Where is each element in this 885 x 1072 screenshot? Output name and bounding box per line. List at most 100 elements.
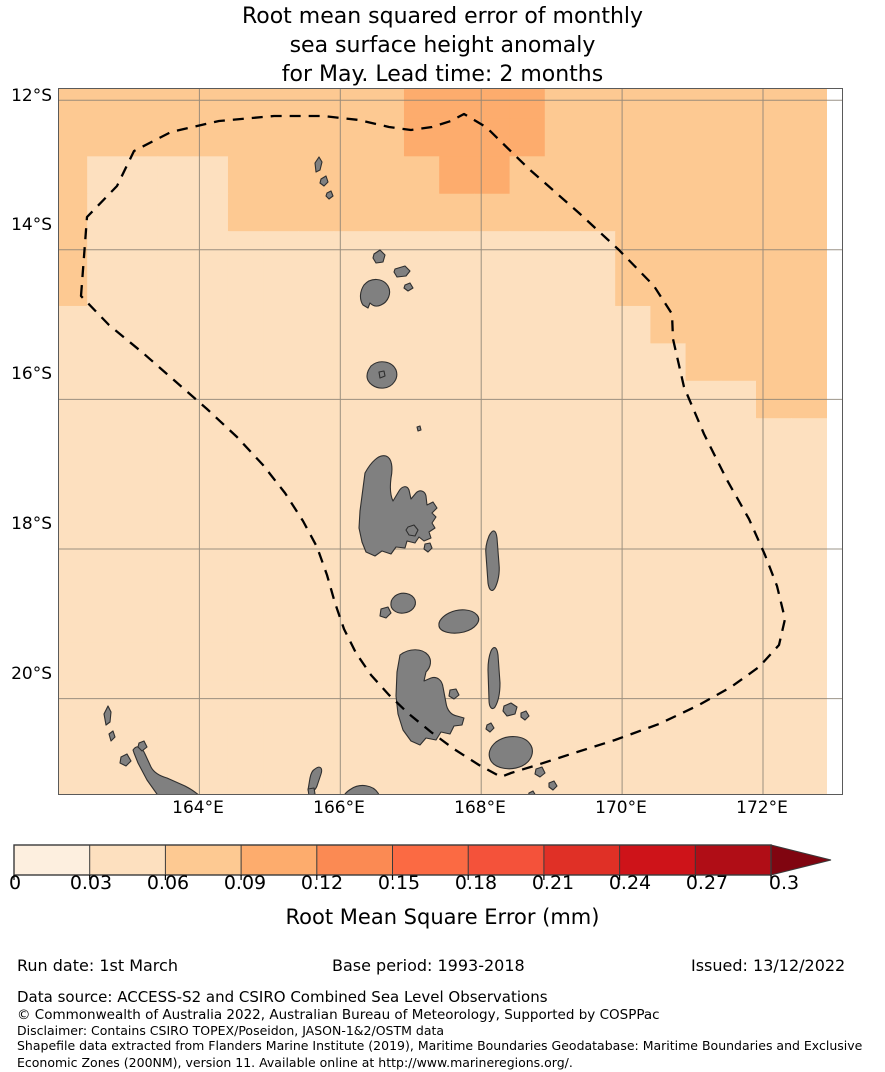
rmse-cell — [509, 455, 546, 494]
rmse-cell — [87, 305, 123, 344]
rmse-cell — [791, 268, 827, 307]
rmse-cell — [59, 493, 88, 532]
rmse-cell — [720, 305, 757, 344]
rmse-cell — [298, 605, 335, 644]
rmse-cell — [87, 156, 123, 195]
rmse-cell — [685, 605, 722, 644]
rmse-cell — [650, 567, 687, 606]
rmse-cell — [157, 156, 194, 195]
rmse-cell — [439, 493, 475, 532]
rmse-cell — [650, 493, 687, 532]
rmse-cell — [439, 118, 475, 157]
rmse-cell — [59, 305, 88, 344]
rmse-cell — [720, 792, 757, 794]
rmse-cell — [720, 89, 757, 120]
rmse-cell — [791, 642, 827, 681]
rmse-cell — [685, 193, 722, 232]
rmse-cell — [474, 792, 511, 794]
rmse-cell — [756, 193, 792, 232]
rmse-cell — [333, 605, 370, 644]
rmse-cell — [756, 567, 792, 606]
colorbar-tick-021: 0.21 — [531, 872, 575, 894]
colorbar-band — [13, 844, 91, 876]
rmse-cell — [59, 118, 88, 157]
rmse-cell — [87, 89, 123, 120]
rmse-cell — [59, 567, 88, 606]
rmse-cell — [650, 193, 687, 232]
rmse-cell — [298, 268, 335, 307]
colorbar-band — [694, 844, 772, 876]
x-tick-label-170E: 170°E — [595, 798, 647, 818]
rmse-cell — [579, 567, 616, 606]
rmse-cell — [192, 605, 229, 644]
rmse-cell — [615, 89, 651, 120]
rmse-cell — [122, 305, 159, 344]
rmse-cell — [791, 89, 827, 120]
rmse-cell — [122, 118, 159, 157]
rmse-cell — [87, 193, 123, 232]
rmse-cell — [122, 455, 159, 494]
rmse-cell — [756, 305, 792, 344]
rmse-cell — [509, 156, 546, 195]
rmse-cell — [298, 418, 335, 457]
rmse-cell — [403, 156, 440, 195]
rmse-cell — [368, 118, 405, 157]
rmse-cell — [685, 343, 722, 382]
rmse-cell — [685, 792, 722, 794]
rmse-cell — [368, 305, 405, 344]
rmse-cell — [157, 193, 194, 232]
rmse-cell — [403, 418, 440, 457]
rmse-cell — [544, 642, 581, 681]
rmse-cell — [650, 343, 687, 382]
rmse-cell — [157, 642, 194, 681]
rmse-cell — [87, 343, 123, 382]
rmse-cell — [685, 156, 722, 195]
rmse-cell — [579, 418, 616, 457]
rmse-cell — [579, 493, 616, 532]
rmse-cell — [544, 493, 581, 532]
rmse-cell — [157, 493, 194, 532]
rmse-cell — [157, 89, 194, 120]
rmse-cell — [87, 605, 123, 644]
rmse-cell — [544, 792, 581, 794]
footer-shapefile-line1: Shapefile data extracted from Flanders M… — [17, 1038, 863, 1053]
rmse-cell — [544, 455, 581, 494]
rmse-cell — [87, 754, 123, 793]
rmse-cell — [192, 754, 229, 793]
rmse-cell — [192, 642, 229, 681]
rmse-cell — [439, 268, 475, 307]
rmse-cell — [403, 455, 440, 494]
rmse-cell — [685, 418, 722, 457]
rmse-cell — [439, 156, 475, 195]
map-canvas — [59, 89, 842, 794]
rmse-cell — [474, 418, 511, 457]
rmse-cell — [122, 343, 159, 382]
rmse-cell — [579, 642, 616, 681]
rmse-cell — [333, 118, 370, 157]
colorbar-band — [619, 844, 697, 876]
rmse-cell — [791, 455, 827, 494]
rmse-cell — [579, 792, 616, 794]
colorbar-band — [543, 844, 621, 876]
rmse-cell — [122, 493, 159, 532]
rmse-cell — [474, 493, 511, 532]
rmse-cell — [650, 642, 687, 681]
rmse-cell — [579, 455, 616, 494]
rmse-cell — [720, 754, 757, 793]
rmse-cell — [87, 567, 123, 606]
rmse-cell — [650, 89, 687, 120]
colorbar-tick-003: 0.03 — [69, 872, 113, 894]
rmse-cell — [87, 792, 123, 794]
rmse-cell — [544, 605, 581, 644]
run-date-text: Run date: 1st March — [17, 956, 178, 975]
rmse-cell — [122, 156, 159, 195]
rmse-cell — [298, 717, 335, 756]
rmse-cell — [59, 156, 88, 195]
colorbar-tick-03: 0.3 — [768, 872, 800, 894]
rmse-cell — [87, 717, 123, 756]
colorbar-band — [164, 844, 242, 876]
rmse-cell — [403, 305, 440, 344]
rmse-cell — [368, 792, 405, 794]
rmse-cell — [59, 418, 88, 457]
rmse-cell — [227, 605, 264, 644]
